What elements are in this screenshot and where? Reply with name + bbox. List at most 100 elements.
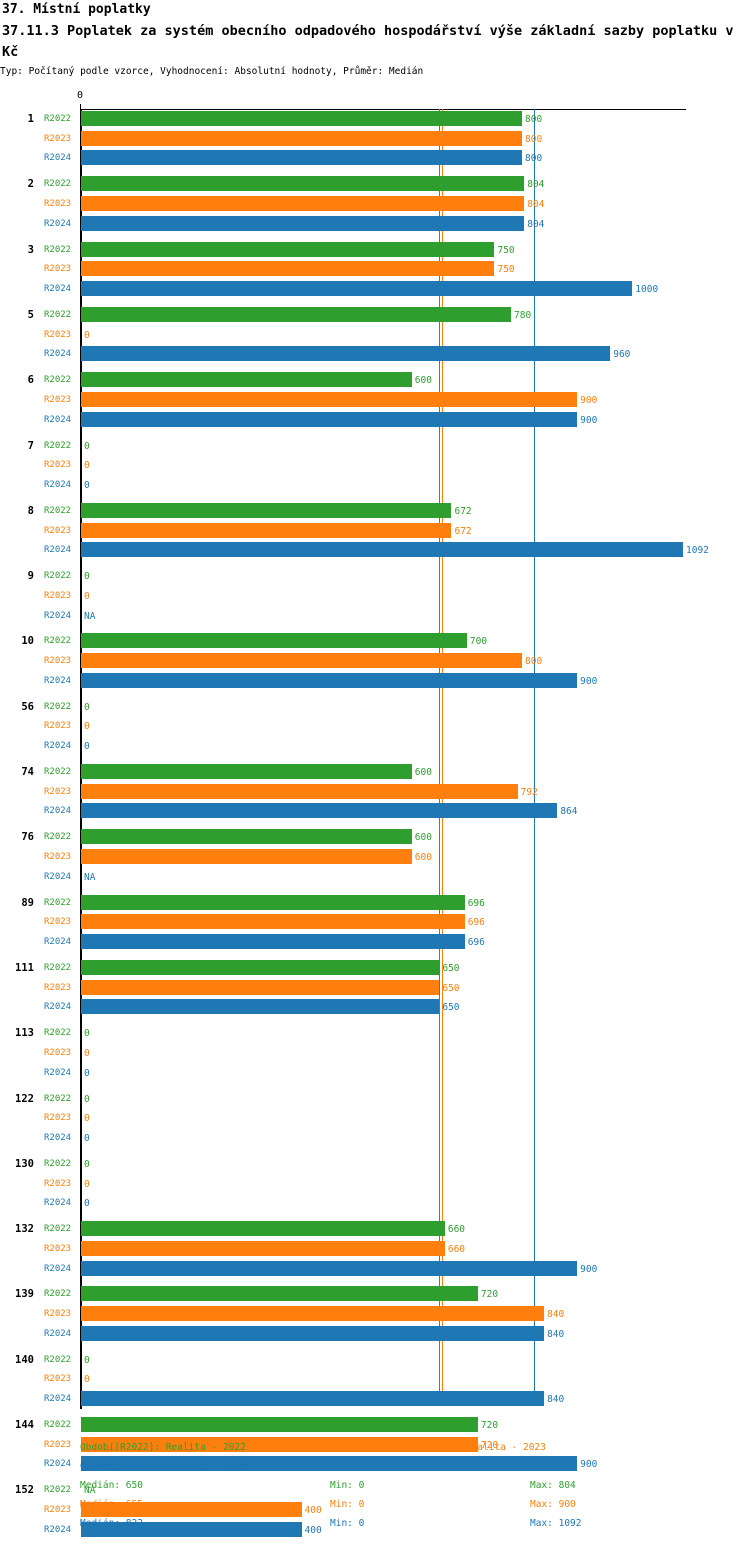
- series-label-r2024: R2024: [44, 1067, 72, 1078]
- series-label-r2024: R2024: [44, 349, 72, 360]
- bar: [81, 914, 465, 930]
- series-label-r2022: R2022: [44, 179, 72, 190]
- series-label-r2023: R2023: [44, 199, 72, 209]
- bar: [81, 1306, 545, 1322]
- bar-value-label: 900: [580, 394, 598, 406]
- bar-value-label: 864: [560, 806, 578, 818]
- bar: [81, 764, 412, 779]
- series-label-r2024: R2024: [44, 218, 72, 229]
- stat-max-r2024: Max: 1092: [530, 1518, 582, 1529]
- bar: [81, 803, 558, 819]
- bar: [81, 215, 525, 231]
- series-label-r2024: R2024: [44, 1132, 72, 1143]
- series-label-r2022: R2022: [44, 1289, 72, 1300]
- series-label-r2023: R2023: [44, 394, 72, 405]
- chart-meta: Typ: Počítaný podle vzorce, Vyhodnocení:…: [0, 66, 424, 77]
- bar-value-label: 0: [84, 590, 90, 602]
- group-label: 113: [15, 1027, 34, 1040]
- bar: [81, 346, 611, 362]
- group-label: 140: [15, 1353, 34, 1366]
- bar: [81, 1221, 445, 1237]
- bar-value-label: 720: [480, 1439, 499, 1451]
- group-label: 76: [21, 831, 34, 844]
- series-label-r2023: R2023: [44, 1047, 72, 1058]
- bar-value-label: 600: [414, 767, 432, 778]
- series-label-r2024: R2024: [44, 1459, 72, 1470]
- group-label: 74: [21, 766, 34, 778]
- bar-value-label: 650: [442, 962, 460, 974]
- series-label-r2023: R2023: [44, 329, 72, 340]
- plot-top-rule: [80, 109, 686, 110]
- series-label-r2024: R2024: [44, 610, 72, 621]
- bar-value-label: 0: [84, 1354, 90, 1366]
- series-label-r2022: R2022: [44, 440, 72, 451]
- group-label: 130: [15, 1157, 34, 1170]
- bar-value-label: 0: [84, 1158, 90, 1170]
- bar: [81, 261, 495, 277]
- series-label-r2024: R2024: [44, 153, 72, 164]
- series-label-r2022: R2022: [44, 636, 72, 647]
- stat-median-r2023: Medián: 655: [80, 1499, 143, 1510]
- bar: [81, 306, 511, 322]
- series-label-r2022: R2022: [44, 309, 72, 320]
- group-label: 132: [15, 1223, 34, 1236]
- bar-value-label: 0: [84, 1374, 90, 1386]
- legend-entry-r2022: Období[R2022]: Realita - 2022: [80, 1442, 246, 1453]
- series-label-r2024: R2024: [44, 1328, 72, 1339]
- bar-value-label: 0: [84, 1067, 90, 1079]
- bar-value-label: NA: [84, 610, 96, 622]
- bar-value-label: 0: [84, 1178, 90, 1190]
- series-label-r2022: R2022: [44, 832, 72, 843]
- bar-value-label: 650: [442, 982, 460, 994]
- bar: [81, 281, 633, 296]
- series-label-r2022: R2022: [44, 505, 72, 516]
- series-label-r2023: R2023: [44, 1439, 72, 1450]
- bar-value-label: 800: [525, 153, 543, 165]
- bar-value-label: 780: [514, 309, 532, 321]
- series-label-r2023: R2023: [44, 786, 72, 797]
- series-label-r2023: R2023: [44, 1113, 72, 1124]
- series-label-r2022: R2022: [44, 114, 72, 124]
- series-label-r2024: R2024: [44, 1394, 72, 1405]
- bar: [81, 1502, 302, 1517]
- series-label-r2022: R2022: [44, 1354, 72, 1365]
- group-label: 1: [27, 113, 34, 125]
- bar: [81, 1391, 545, 1407]
- bar-value-label: 840: [547, 1309, 565, 1321]
- bar: [81, 391, 578, 407]
- series-label-r2024: R2024: [44, 937, 72, 947]
- bar-value-label: 1092: [686, 545, 709, 557]
- series-label-r2023: R2023: [44, 1309, 72, 1320]
- bar: [81, 111, 523, 126]
- series-label-r2023: R2023: [44, 264, 72, 275]
- bar-value-label: 804: [527, 179, 545, 191]
- group-label: 111: [15, 961, 34, 974]
- bar: [81, 241, 495, 257]
- bar-value-label: 400: [304, 1505, 322, 1516]
- axis-tick-zero: [80, 104, 81, 110]
- group-label: 7: [27, 439, 34, 452]
- group-label: 10: [21, 635, 34, 648]
- stat-median-r2022: Medián: 650: [80, 1480, 143, 1491]
- series-label-r2022: R2022: [44, 571, 72, 582]
- series-label-r2024: R2024: [44, 1002, 72, 1013]
- chart-plot-area: 0 1 R2022 800 R2023 800 R2024 800 2 R2022 804 R202…: [0, 90, 750, 1537]
- series-label-r2023: R2023: [44, 133, 72, 144]
- series-label-r2023: R2023: [44, 590, 72, 601]
- series-label-r2023: R2023: [44, 721, 72, 732]
- bar: [81, 130, 523, 146]
- series-label-r2023: R2023: [44, 852, 72, 862]
- series-label-r2022: R2022: [44, 767, 72, 777]
- bar-value-label: 750: [497, 264, 515, 276]
- bar: [81, 653, 523, 669]
- group-label: 139: [15, 1288, 34, 1301]
- group-label: 144: [15, 1419, 34, 1431]
- series-label-r2024: R2024: [44, 675, 72, 686]
- series-label-r2024: R2024: [44, 1263, 72, 1274]
- series-label-r2024: R2024: [44, 545, 72, 556]
- bar-value-label: 0: [84, 1132, 90, 1144]
- series-label-r2022: R2022: [44, 1158, 72, 1169]
- series-label-r2022: R2022: [44, 244, 72, 255]
- bar-value-label: 672: [454, 525, 472, 537]
- series-label-r2024: R2024: [44, 1524, 72, 1535]
